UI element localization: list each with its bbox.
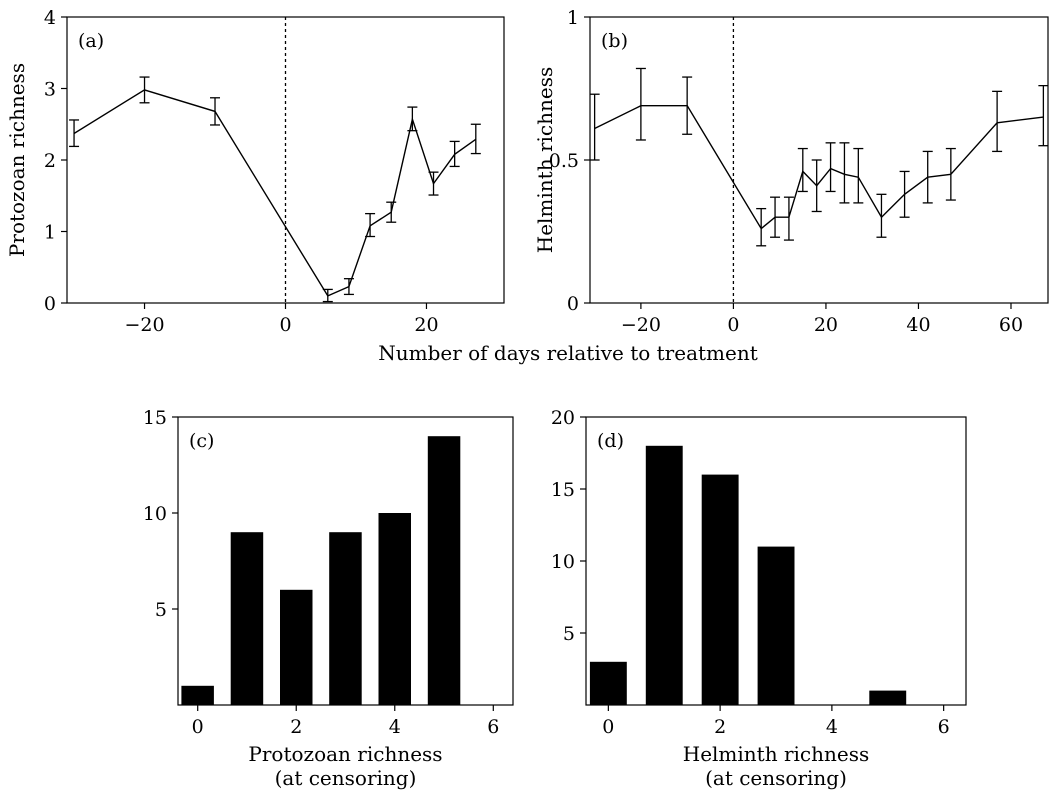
y-axis-title-b: Helminth richness [533,67,557,253]
y-tick-label-a: 4 [44,7,56,29]
bar-c-1 [230,532,264,705]
error-bar-b [811,159,822,213]
x-tick-label-b: 40 [906,314,930,336]
x-tick-label-a: −20 [124,314,164,336]
x-tick-label-d: 4 [826,716,838,738]
bar-d-0 [589,661,627,705]
x-tick-label-c: 4 [389,716,401,738]
panel-label-d: (d) [597,430,624,452]
error-bar-a [343,278,354,296]
error-bar-b [945,147,956,201]
y-tick-label-c: 10 [143,503,167,525]
y-tick-label-d: 15 [551,479,575,501]
panel-d: 0 2 4 6 5 10 15 20 (d) Helminth richness(at censo… [551,407,967,790]
bar-d-1 [645,445,683,705]
x-tick-label-d: 0 [602,716,614,738]
series-line-a [73,89,477,297]
error-bar-b [783,196,794,241]
bar-c-5 [427,436,461,705]
error-bar-b [797,147,808,193]
y-tick-label-a: 1 [44,222,56,244]
error-bar-b [839,142,850,204]
y-tick-label-d: 5 [563,623,575,645]
bar-c-2 [280,589,313,705]
x-tick-label-d: 6 [938,716,950,738]
bar-d-2 [701,474,739,705]
y-tick-label-a: 2 [44,150,56,172]
error-bar-b [825,142,836,193]
x-axis-title-d-line-1: Helminth richness [683,742,869,766]
series-line-b [594,104,1044,230]
y-tick-label-b: 0 [567,293,579,315]
error-bar-a [69,119,80,148]
error-bar-a [365,212,376,238]
bar-d-3 [757,546,795,705]
y-tick-label-a: 3 [44,79,56,101]
y-tick-label-a: 0 [44,293,56,315]
error-bar-a [470,123,481,155]
y-tick-label-b: 0.5 [549,150,579,172]
panel-label-a: (a) [78,30,104,52]
error-bar-b [922,150,933,204]
x-tick-label-c: 2 [290,716,302,738]
error-bar-b [589,93,600,161]
x-tick-label-a: 20 [414,314,438,336]
error-bar-b [899,170,910,218]
y-tick-label-c: 15 [143,407,167,429]
error-bar-b [635,67,646,141]
y-tick-label-c: 5 [155,599,167,621]
error-bar-b [1038,84,1049,147]
panel-b: −20 0 20 40 60 0 0.5 1 (b) Helminth richness [533,7,1049,336]
x-tick-label-d: 2 [714,716,726,738]
x-tick-label-b: 60 [999,314,1023,336]
bar-c-3 [329,532,362,705]
panel-label-b: (b) [601,30,628,52]
shared-x-axis-title: Number of days relative to treatment [378,341,758,365]
x-tick-label-b: −20 [621,314,661,336]
error-bar-b [756,207,767,247]
y-tick-label-b: 1 [567,7,579,29]
error-bar-a [407,106,418,132]
x-axis-title-c-line-1: Protozoan richness [248,742,442,766]
panel-label-c: (c) [189,430,214,452]
error-bar-a [428,171,439,196]
bar-c-0 [181,685,214,705]
bar-d-5 [869,690,907,705]
error-bar-a [322,288,333,303]
y-axis-title-a: Protozoan richness [5,63,29,257]
x-axis-title-c-line-2: (at censoring) [275,766,417,790]
x-axis-title-d-line-2: (at censoring) [705,766,847,790]
error-bar-a [449,140,460,168]
y-tick-label-d: 10 [551,551,575,573]
error-bar-b [992,90,1003,153]
error-bar-b [770,196,781,238]
error-bar-a [139,76,150,104]
x-tick-label-b: 20 [814,314,838,336]
x-tick-label-c: 0 [192,716,204,738]
panel-c: 0 2 4 6 5 10 15 (c) Protozoan richness(at censor… [143,407,514,790]
panel-a: −20 0 20 0 1 2 3 4 (a) Protozoan richness [5,7,505,336]
bar-c-4 [378,513,411,705]
error-bar-b [853,147,864,204]
error-bar-b [876,193,887,238]
error-bar-b [682,76,693,135]
y-tick-label-d: 20 [551,407,575,429]
x-tick-label-a: 0 [279,314,291,336]
error-bar-a [210,97,221,126]
x-tick-label-b: 0 [727,314,739,336]
error-bar-a [386,201,397,223]
x-tick-label-c: 6 [487,716,499,738]
